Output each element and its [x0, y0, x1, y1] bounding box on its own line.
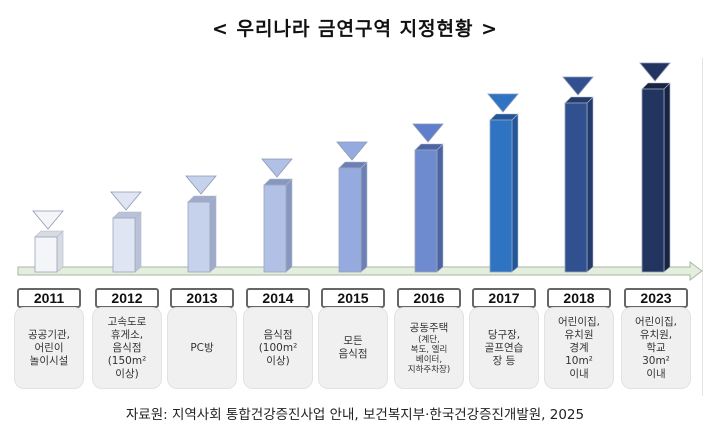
pillar-2018: [564, 102, 588, 273]
description-text: 공동주택: [409, 321, 449, 334]
description-text: 어린이집, 유치원, 학교 30m² 이내: [635, 315, 677, 380]
triangle-marker-icon: [487, 93, 519, 113]
description-text: PC방: [190, 341, 214, 354]
description-card-2014: 음식점 (100m² 이상): [243, 307, 313, 389]
description-card-2023: 어린이집, 유치원, 학교 30m² 이내: [621, 307, 691, 389]
year-label-2012: 2012: [95, 288, 159, 308]
description-text: 모든 음식점: [338, 335, 368, 360]
pillar-2014: [263, 184, 287, 273]
pillar-side: [436, 143, 444, 273]
description-text: 고속도로 휴게소, 음식점 (150m² 이상): [107, 315, 147, 380]
triangle-marker-icon: [336, 141, 368, 161]
pillar-2015: [338, 167, 362, 273]
pillar-2012: [112, 217, 136, 273]
description-card-2015: 모든 음식점: [318, 307, 388, 389]
pillar-side: [285, 178, 293, 273]
description-subtext: (계단, 복도, 엘리 베이터, 지하주차장): [407, 334, 451, 375]
pillar-2017: [489, 119, 513, 273]
description-card-2012: 고속도로 휴게소, 음식점 (150m² 이상): [92, 307, 162, 389]
triangle-marker-icon: [639, 62, 671, 82]
year-label-2014: 2014: [246, 288, 310, 308]
pillar-2023: [641, 88, 665, 273]
triangle-marker-icon: [185, 175, 217, 195]
year-label-2018: 2018: [547, 288, 611, 308]
pillar-side: [360, 161, 368, 273]
year-label-2013: 2013: [170, 288, 234, 308]
description-text: 공공기관, 어린이 놀이시설: [28, 328, 70, 367]
pillar-side: [586, 96, 594, 273]
year-label-2023: 2023: [624, 288, 688, 308]
description-text: 당구장, 골프연습 장 등: [484, 328, 524, 367]
triangle-marker-icon: [261, 158, 293, 178]
description-text: 어린이집, 유치원 경계 10m² 이내: [558, 315, 600, 380]
triangle-marker-icon: [562, 76, 594, 96]
description-card-2013: PC방: [167, 307, 237, 389]
year-label-2015: 2015: [321, 288, 385, 308]
pillar-2013: [187, 201, 211, 273]
pillars-graphic: [17, 62, 703, 281]
triangle-marker-icon: [110, 191, 142, 211]
year-label-2017: 2017: [472, 288, 536, 308]
source-note: 자료원: 지역사회 통합건강증진사업 안내, 보건복지부·한국건강증진개발원, …: [125, 407, 585, 423]
pillar-2016: [414, 149, 438, 273]
pillar-side: [511, 113, 519, 273]
year-label-2011: 2011: [17, 288, 81, 308]
description-card-2018: 어린이집, 유치원 경계 10m² 이내: [544, 307, 614, 389]
pillar-side: [56, 230, 64, 273]
description-text: 음식점 (100m² 이상): [258, 328, 298, 367]
description-card-2016: 공동주택 (계단, 복도, 엘리 베이터, 지하주차장): [394, 307, 464, 389]
pillar-side: [209, 195, 217, 273]
pillar-side: [134, 211, 142, 273]
description-card-2017: 당구장, 골프연습 장 등: [469, 307, 539, 389]
year-label-2016: 2016: [397, 288, 461, 308]
page-title: < 우리나라 금연구역 지정현황 >: [211, 18, 499, 40]
pillar-2011: [34, 236, 58, 273]
description-card-2011: 공공기관, 어린이 놀이시설: [14, 307, 84, 389]
frame-border: [8, 58, 703, 396]
pillar-side: [663, 82, 671, 273]
triangle-marker-icon: [412, 123, 444, 143]
triangle-marker-icon: [32, 210, 64, 230]
